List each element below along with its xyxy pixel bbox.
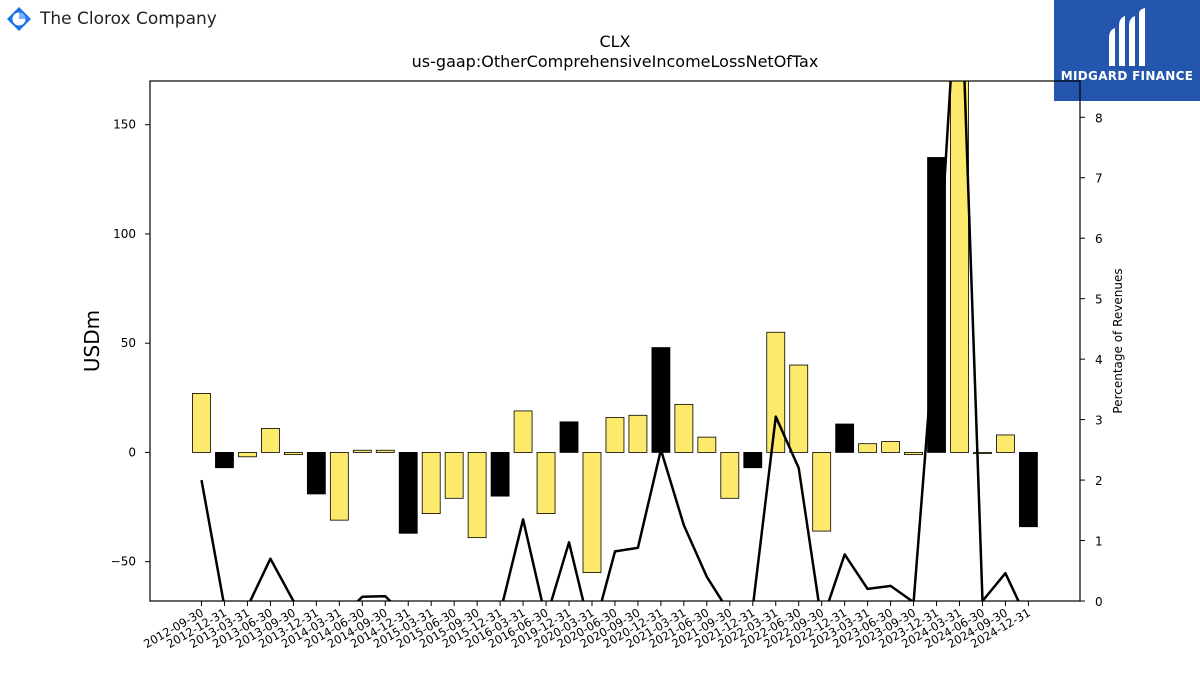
y2-tick-label: 7 xyxy=(1095,172,1103,186)
y2-tick-label: 0 xyxy=(1095,595,1103,609)
bar-2024-03-31 xyxy=(950,81,969,453)
bar-2021-09-30 xyxy=(720,452,740,499)
ratio-line-series xyxy=(200,81,1020,601)
y2-tick-label: 1 xyxy=(1095,535,1103,549)
bar-2022-03-31 xyxy=(766,331,786,453)
bar-2020-09-30 xyxy=(628,414,648,453)
bar-2012-09-30 xyxy=(192,393,211,453)
clorox-logo-icon xyxy=(7,7,31,31)
bar-2022-12-31 xyxy=(835,423,855,453)
bar-2013-06-30 xyxy=(261,427,280,453)
bar-2022-09-30 xyxy=(812,452,832,532)
bar-2013-09-30 xyxy=(283,452,303,456)
y-tick-label: 0 xyxy=(128,445,136,459)
bar-2012-12-31 xyxy=(215,452,234,469)
ratio-line xyxy=(200,81,1020,601)
bar-2024-06-30 xyxy=(973,452,992,455)
bar-2024-09-30 xyxy=(996,434,1015,453)
company-brand: The Clorox Company xyxy=(6,5,217,33)
chart-subtitle: us-gaap:OtherComprehensiveIncomeLossNetO… xyxy=(411,52,819,71)
bar-2022-06-30 xyxy=(789,364,809,453)
y2-axis-label: Percentage of Revenues xyxy=(1111,268,1125,413)
y2-tick-label: 4 xyxy=(1095,353,1103,367)
bar-2014-03-31 xyxy=(329,452,349,521)
bar-series xyxy=(192,81,1038,573)
bar-2015-12-31 xyxy=(490,452,510,497)
bar-2021-03-31 xyxy=(674,403,694,453)
bar-2021-12-31 xyxy=(743,452,763,469)
y2-tick-label: 8 xyxy=(1095,111,1103,125)
bar-2020-06-30 xyxy=(605,417,625,453)
y-tick-label: 50 xyxy=(121,336,136,350)
bar-2014-06-30 xyxy=(352,449,372,453)
right-y-axis: 0 1 2 3 4 5 6 7 8 xyxy=(1080,111,1103,609)
bar-2023-09-30 xyxy=(904,452,923,456)
bar-2019-12-31 xyxy=(559,421,579,453)
y2-tick-label: 3 xyxy=(1095,414,1103,428)
bar-2013-12-31 xyxy=(306,452,326,495)
bar-2020-03-31 xyxy=(582,452,602,573)
bar-2023-03-31 xyxy=(858,443,878,453)
bar-2015-06-30 xyxy=(444,452,464,499)
bar-2021-06-30 xyxy=(697,436,717,453)
bar-2015-09-30 xyxy=(467,452,487,539)
bar-2014-09-30 xyxy=(375,449,395,453)
y-tick-label: 150 xyxy=(113,118,136,132)
bar-2020-12-31 xyxy=(651,347,671,453)
y2-tick-label: 5 xyxy=(1095,293,1103,307)
bar-2016-06-30 xyxy=(536,452,556,515)
bar-2016-03-31 xyxy=(513,410,533,453)
bar-2024-12-31 xyxy=(1019,452,1038,528)
left-y-axis: −50 0 50 100 150 xyxy=(111,118,150,569)
y2-tick-label: 2 xyxy=(1095,474,1103,488)
company-name: The Clorox Company xyxy=(40,9,217,29)
y-tick-label: −50 xyxy=(111,555,136,569)
midgard-finance-label: MIDGARD FINANCE xyxy=(1060,69,1194,83)
bar-2014-12-31 xyxy=(398,452,418,534)
y-axis-label: USDm xyxy=(80,310,104,372)
y-tick-label: 100 xyxy=(113,227,136,241)
midgard-logo-icon xyxy=(1109,8,1145,66)
y2-tick-label: 6 xyxy=(1095,232,1103,246)
x-axis: 2012-09-302012-12-312013-03-312013-06-30… xyxy=(141,601,1033,651)
midgard-finance-badge: MIDGARD FINANCE xyxy=(1054,0,1200,101)
chart-title: CLX xyxy=(599,32,631,51)
bar-2013-03-31 xyxy=(238,452,257,458)
bar-2023-06-30 xyxy=(881,441,900,453)
bar-2015-03-31 xyxy=(421,452,441,515)
